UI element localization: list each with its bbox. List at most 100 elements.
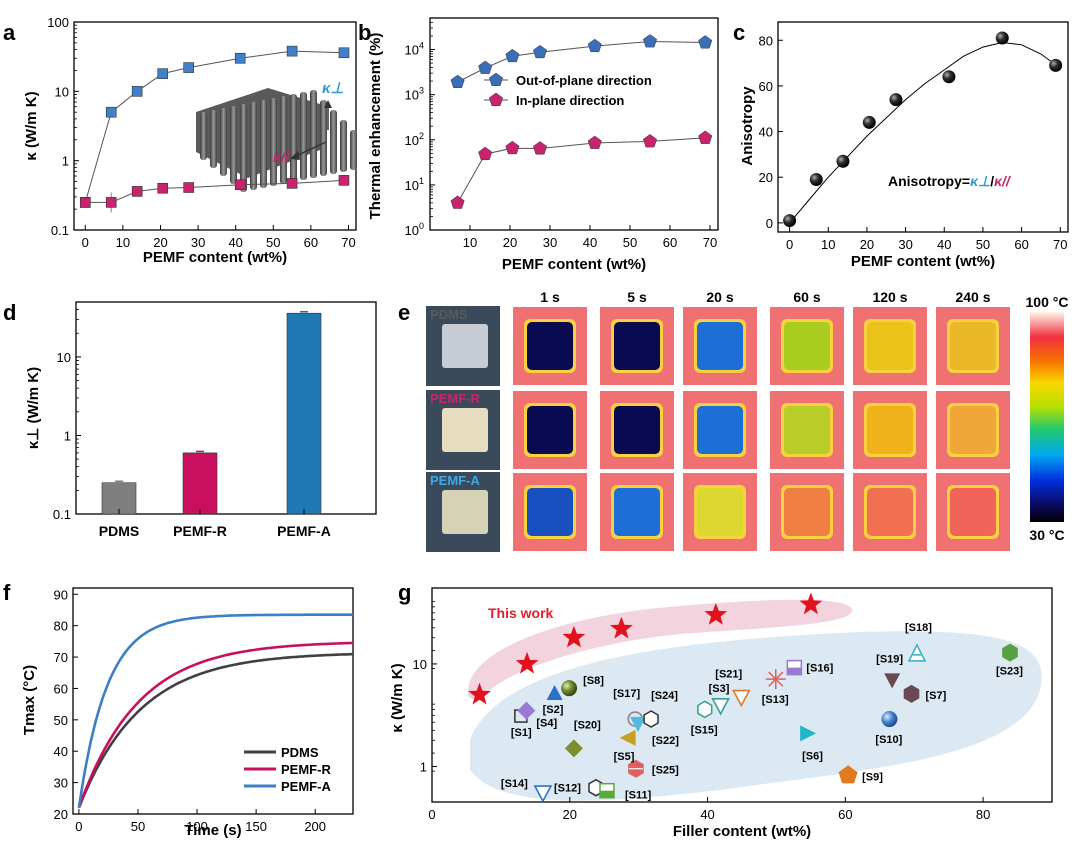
x-axis-label: Filler content (wt%) [673, 823, 811, 840]
data-point [183, 182, 194, 193]
thermal-core [527, 406, 573, 454]
y-axis-label: Thermal enhancement (%) [367, 33, 384, 220]
thermal-core [527, 488, 573, 536]
this-work-point [468, 682, 491, 705]
time-label: 60 s [793, 289, 820, 305]
x-axis-label: PEMF content (wt%) [143, 249, 287, 266]
x-tick-label: 60 [304, 235, 318, 250]
sample-name: PDMS [430, 307, 468, 322]
x-tick-label: 0 [75, 819, 82, 834]
this-work-point [799, 592, 823, 615]
thermal-core [527, 322, 573, 370]
ref-label: [S9] [862, 771, 883, 783]
ref-label: [S16] [806, 663, 833, 675]
ref-label: [S11] [625, 790, 652, 802]
ref-point [838, 765, 858, 784]
thermal-core [614, 488, 660, 536]
x-tick-label: 10 [116, 235, 130, 250]
panel-label-g: g [398, 580, 411, 605]
ref-point [697, 700, 713, 719]
x-tick-label: 40 [583, 235, 597, 250]
thermal-core [950, 488, 996, 536]
y-axis-label: Anisotropy [739, 86, 756, 166]
ref-label: [S3] [709, 683, 730, 695]
data-point [533, 44, 547, 59]
time-label: 20 s [706, 289, 733, 305]
this-work-region [467, 599, 853, 699]
legend-marker [489, 92, 503, 106]
pillar [290, 142, 297, 182]
data-point [105, 197, 117, 208]
data-point [234, 52, 246, 64]
x-tick-label: 50 [266, 235, 280, 250]
x-tick-label: 70 [1053, 237, 1067, 252]
ref-label: [S13] [762, 694, 789, 706]
ref-point [884, 673, 901, 689]
thermal-core [697, 488, 743, 536]
x-tick-label: 10 [463, 235, 477, 250]
series-line [85, 179, 345, 203]
sample-name: PEMF-R [430, 391, 480, 406]
data-point [783, 214, 797, 228]
series-line [77, 613, 353, 808]
data-point [286, 178, 298, 189]
data-point [338, 47, 350, 59]
ref-point [768, 671, 784, 687]
this-work-point [562, 625, 586, 648]
data-point [587, 135, 602, 149]
x-tick-label: 30 [543, 235, 557, 250]
data-point [533, 141, 547, 155]
y-tick-label: 100 [47, 15, 69, 30]
panel-label-c: c [733, 20, 745, 45]
legend: Out-of-plane direction In-plane direction [484, 72, 652, 108]
ref-label: [S20] [574, 719, 601, 731]
ref-label: [S21] [715, 669, 742, 681]
anisotropy-formula: Anisotropy=κ⊥/κ// [888, 173, 1012, 189]
bar [286, 312, 322, 515]
y-tick-label: 103 [405, 86, 424, 103]
y-tick-label: 10 [413, 657, 427, 672]
this-work-point [610, 616, 633, 639]
thermal-core [614, 322, 660, 370]
ref-point [643, 710, 659, 728]
x-tick-label: 100 [186, 819, 208, 834]
data-point [157, 182, 169, 194]
panel-a-chart: 0 10 20 30 40 50 60 70 0.1 1 10 100 PEMF content (w… [23, 15, 357, 266]
kappa-par-annotation: κ// [273, 149, 291, 165]
y-tick-label: 101 [405, 176, 424, 193]
thermal-core [697, 322, 743, 370]
x-tick-label: 0 [786, 237, 793, 252]
thermal-core [867, 406, 913, 454]
thermal-core [950, 406, 996, 454]
y-tick-label: 30 [54, 776, 68, 791]
category-label: PDMS [99, 523, 139, 539]
y-tick-label: 50 [54, 713, 68, 728]
ref-point [629, 716, 646, 732]
sample-name: PEMF-A [430, 473, 480, 488]
series-line [77, 652, 354, 809]
ref-label: [S25] [652, 765, 679, 777]
x-tick-label: 60 [838, 807, 852, 822]
ref-point [546, 685, 563, 701]
x-tick-label: 0 [428, 807, 435, 822]
time-label: 1 s [540, 289, 560, 305]
plot-frame [75, 301, 377, 515]
plot-frame [777, 21, 1069, 233]
panel-g-chart: 0 20 40 60 80 1 10 This work [S1] [S2] [S4] [S8] [S2… [389, 587, 1053, 840]
ref-point-fill [599, 790, 614, 798]
data-point [942, 70, 956, 84]
ref-point [881, 711, 898, 728]
ref-label: [S23] [996, 666, 1023, 678]
data-point [157, 68, 169, 79]
x-tick-label: 50 [976, 237, 990, 252]
pillar [340, 132, 347, 172]
x-tick-label: 70 [703, 235, 717, 250]
bar [101, 482, 137, 515]
x-tick-label: 30 [898, 237, 912, 252]
data-point [478, 146, 493, 161]
ref-label: [S2] [543, 704, 564, 716]
x-tick-label: 20 [153, 235, 167, 250]
ref-label: [S24] [651, 690, 678, 702]
arrow-head [324, 100, 332, 108]
time-label: 120 s [872, 289, 907, 305]
